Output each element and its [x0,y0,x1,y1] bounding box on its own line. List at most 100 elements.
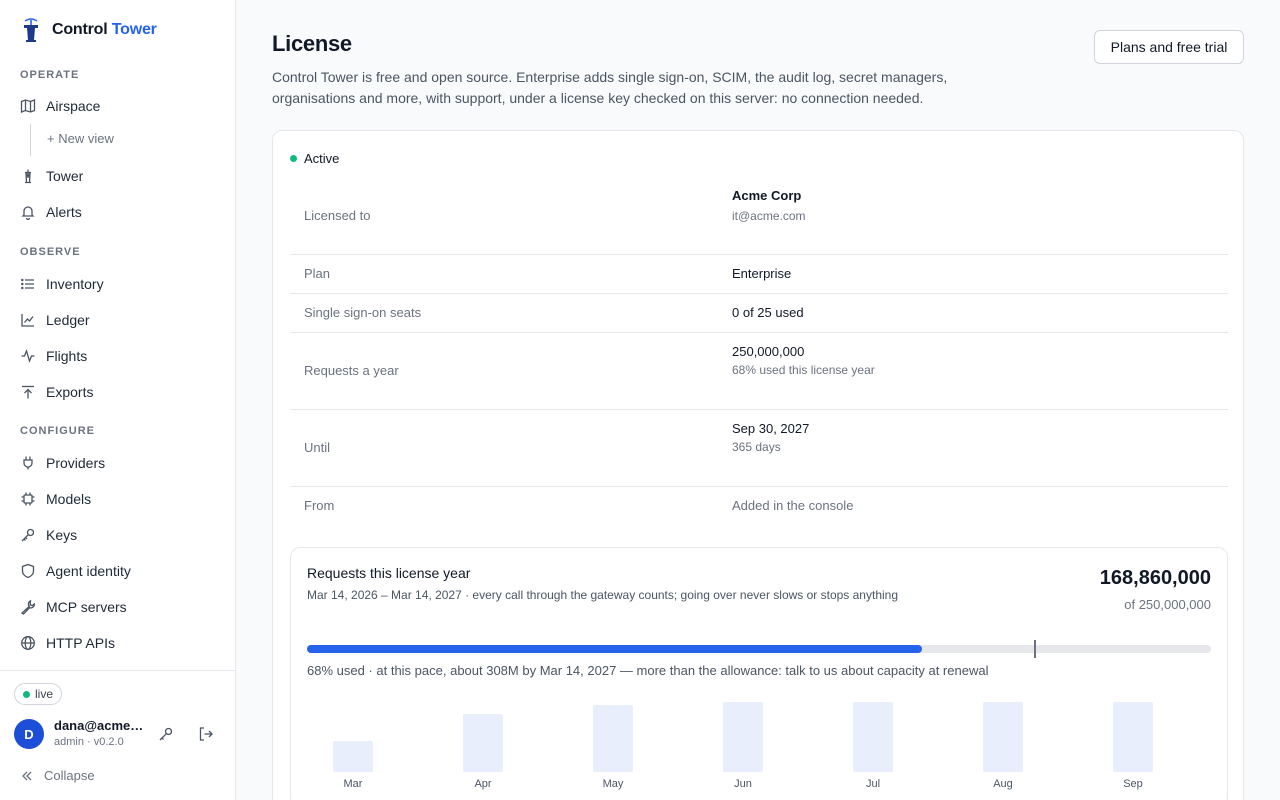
row-value: Sep 30, 2027 [732,421,810,436]
usage-note: 68% used · at this pace, about 308M by M… [307,663,989,678]
row-value: Acme Corp [732,188,802,203]
row-label: Single sign-on seats [304,305,422,320]
usage-panel: Requests this license year Mar 14, 2026 … [290,547,1228,800]
row-label: Until [304,440,331,455]
bell-icon [20,204,36,220]
month-label-may: May [602,778,624,790]
sidebar-item-models[interactable]: Models [12,483,224,515]
sidebar-item-tower[interactable]: Tower [12,160,224,192]
usage-progress-fill [307,645,922,653]
month-bar-may [593,704,633,772]
sidebar-item-inventory[interactable]: Inventory [12,268,224,300]
collapse-button[interactable]: Collapse [20,768,95,783]
row-label: Plan [304,266,331,281]
section-label-operate: OPERATE [20,69,80,81]
month-bar-jun [723,702,763,772]
month-bar-mar [333,740,373,772]
usage-allowance: of 250,000,000 [1124,597,1211,612]
row-sub: 365 days [732,440,781,454]
brand-name: Control Tower [52,21,157,38]
month-bar-jul [853,702,893,772]
user-name: dana@acme.com [54,718,144,733]
usage-subtitle: Mar 14, 2026 – Mar 14, 2027 · every call… [307,588,898,602]
sidebar-item-label: Ledger [46,312,90,328]
usage-today-marker [1033,640,1036,658]
sidebar-item-label: Exports [46,384,94,400]
live-dot-icon [23,690,30,698]
license-row-sso-seats: Single sign-on seats 0 of 25 used [290,294,1228,333]
map-icon [20,98,36,114]
sidebar-item-label: Alerts [46,204,82,220]
row-label: Licensed to [304,208,371,223]
sidebar-item-exports[interactable]: Exports [12,376,224,408]
avatar[interactable]: D [14,719,44,749]
wrench-icon [20,599,36,615]
sidebar-item-label: Models [46,491,92,507]
section-label-observe: OBSERVE [20,246,81,258]
usage-total: 168,860,000 [1099,567,1211,589]
logout-icon[interactable] [198,726,214,742]
month-label-mar: Mar [343,778,363,790]
plans-and-free-trial-button[interactable]: Plans and free trial [1094,30,1244,64]
page-title: License [272,31,352,56]
shield-icon [20,563,36,579]
usage-progress-track [307,640,1211,658]
license-status: Active [290,151,339,166]
sidebar-item-alerts[interactable]: Alerts [12,196,224,228]
month-label-apr: Apr [474,778,492,790]
sidebar-item-mcp-servers[interactable]: MCP servers [12,591,224,623]
upload-icon [20,384,36,400]
month-label-aug: Aug [993,778,1013,790]
main-content: License Control Tower is free and open s… [236,0,1280,800]
tower-icon [20,168,36,184]
page-description: Control Tower is free and open source. E… [272,69,948,106]
sidebar-item-new-view[interactable]: + New view [47,131,114,146]
license-card: Active Licensed to Acme Corp it@acme.com… [272,130,1244,800]
globe-icon [20,635,36,651]
license-row-licensed-to: Licensed to Acme Corp it@acme.com [290,175,1228,255]
sidebar-item-http-apis[interactable]: HTTP APIs [12,627,224,659]
sidebar-item-label: Providers [46,455,106,471]
sidebar-item-providers[interactable]: Providers [12,447,224,479]
key-icon [20,527,36,543]
sidebar: Control Tower OPERATE Airspace + New vie… [0,0,236,800]
row-value: Added in the console [732,498,854,513]
sidebar-item-label: MCP servers [46,599,127,615]
live-status-badge: live [14,683,63,705]
chevrons-left-icon [22,771,32,780]
usage-title: Requests this license year [307,565,471,581]
key-icon[interactable] [158,726,174,742]
section-label-configure: CONFIGURE [20,425,95,437]
month-bar-sep [1113,702,1153,772]
sidebar-item-label: Airspace [46,98,101,114]
row-sub: 68% used this license year [732,363,875,377]
row-label: Requests a year [304,363,399,378]
sidebar-item-label: HTTP APIs [46,635,115,651]
chart-line-icon [20,312,36,328]
sidebar-item-label: Inventory [46,276,104,292]
chip-icon [20,491,36,507]
row-value: 0 of 25 used [732,305,804,320]
monthly-requests-chart: Mar Apr May Jun Jul Aug Sep [307,692,1211,792]
sidebar-item-keys[interactable]: Keys [12,519,224,551]
control-tower-logo-icon [24,18,38,42]
sidebar-item-agent-identity[interactable]: Agent identity [12,555,224,587]
license-row-requests: Requests a year 250,000,000 68% used thi… [290,333,1228,410]
license-row-plan: Plan Enterprise [290,255,1228,294]
row-label: From [304,498,335,513]
row-value: Enterprise [732,266,792,281]
brand[interactable]: Control Tower [20,18,157,42]
row-value: 250,000,000 [732,344,805,359]
sidebar-item-ledger[interactable]: Ledger [12,304,224,336]
row-sub: it@acme.com [732,209,806,223]
month-bar-aug [983,702,1023,772]
sidebar-item-label: Keys [46,527,78,543]
status-dot-icon [290,155,297,162]
sidebar-item-label: Flights [46,348,88,364]
month-label-jul: Jul [865,778,881,790]
sidebar-item-airspace[interactable]: Airspace [12,90,224,122]
activity-icon [20,348,36,364]
month-bar-apr [463,713,503,772]
sidebar-item-flights[interactable]: Flights [12,340,224,372]
list-icon [20,276,36,292]
